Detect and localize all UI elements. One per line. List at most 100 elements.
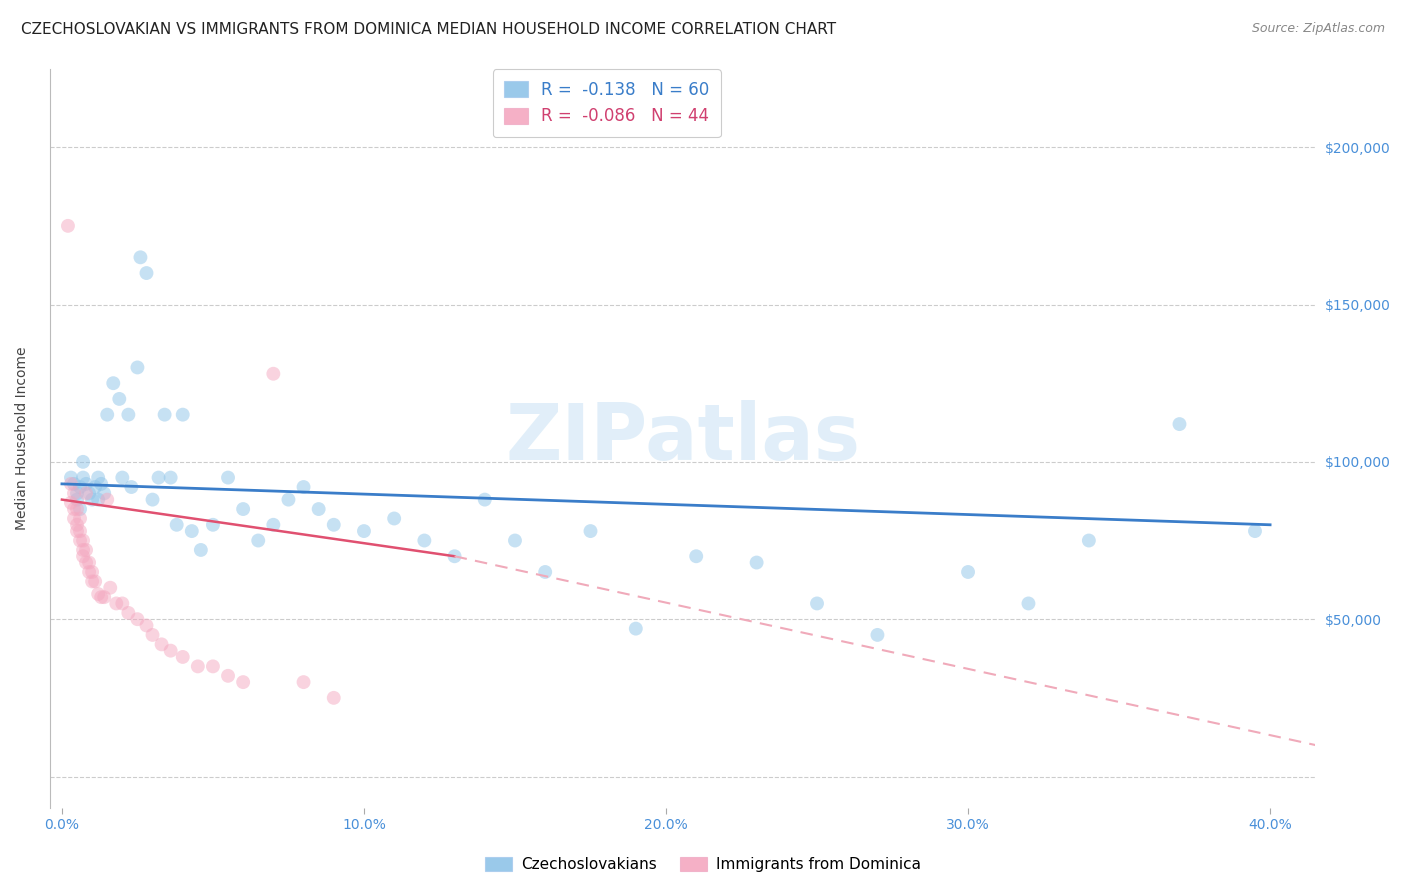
Point <box>217 669 239 683</box>
Point <box>72 470 94 484</box>
Point <box>745 556 768 570</box>
Point <box>1244 524 1267 538</box>
Point <box>63 486 86 500</box>
Point <box>56 219 79 233</box>
Point <box>77 556 100 570</box>
Point <box>353 524 375 538</box>
Point <box>217 470 239 484</box>
Point <box>180 524 202 538</box>
Point <box>201 659 224 673</box>
Point <box>69 533 91 548</box>
Point <box>72 533 94 548</box>
Point <box>72 543 94 558</box>
Point <box>63 511 86 525</box>
Point <box>308 502 330 516</box>
Point <box>201 517 224 532</box>
Point <box>117 408 139 422</box>
Point <box>1168 417 1191 431</box>
Point <box>77 486 100 500</box>
Point <box>806 597 828 611</box>
Point <box>84 574 107 589</box>
Point <box>90 590 112 604</box>
Text: ZIPatlas: ZIPatlas <box>505 401 860 476</box>
Point <box>153 408 176 422</box>
Point <box>866 628 889 642</box>
Point <box>111 597 134 611</box>
Point <box>685 549 707 564</box>
Point <box>66 492 89 507</box>
Point <box>292 675 315 690</box>
Y-axis label: Median Household Income: Median Household Income <box>15 346 30 530</box>
Legend: R =  -0.138   N = 60, R =  -0.086   N = 44: R = -0.138 N = 60, R = -0.086 N = 44 <box>492 70 721 137</box>
Point <box>69 511 91 525</box>
Point <box>82 565 104 579</box>
Point <box>292 480 315 494</box>
Point <box>69 480 91 494</box>
Point <box>172 408 194 422</box>
Point <box>443 549 465 564</box>
Point <box>624 622 647 636</box>
Point <box>90 476 112 491</box>
Point <box>66 517 89 532</box>
Point <box>59 496 82 510</box>
Point <box>66 502 89 516</box>
Point <box>159 643 181 657</box>
Point <box>262 517 284 532</box>
Point <box>382 511 405 525</box>
Point <box>72 455 94 469</box>
Point <box>66 486 89 500</box>
Point <box>59 476 82 491</box>
Point <box>105 597 128 611</box>
Point <box>187 659 209 673</box>
Point <box>93 590 115 604</box>
Point <box>957 565 980 579</box>
Point <box>117 606 139 620</box>
Point <box>84 480 107 494</box>
Point <box>413 533 436 548</box>
Point <box>579 524 602 538</box>
Point <box>159 470 181 484</box>
Point <box>75 486 97 500</box>
Point <box>190 543 212 558</box>
Point <box>232 502 254 516</box>
Point <box>63 502 86 516</box>
Point <box>166 517 188 532</box>
Point <box>87 587 110 601</box>
Point <box>77 565 100 579</box>
Point <box>69 502 91 516</box>
Point <box>87 470 110 484</box>
Point <box>75 556 97 570</box>
Point <box>322 517 344 532</box>
Point <box>503 533 526 548</box>
Point <box>127 360 149 375</box>
Point <box>87 492 110 507</box>
Point <box>96 492 118 507</box>
Point <box>232 675 254 690</box>
Point <box>66 524 89 538</box>
Point <box>120 480 142 494</box>
Point <box>108 392 131 406</box>
Point <box>69 524 91 538</box>
Point <box>75 476 97 491</box>
Point <box>262 367 284 381</box>
Legend: Czechoslovakians, Immigrants from Dominica: Czechoslovakians, Immigrants from Domini… <box>477 849 929 880</box>
Point <box>534 565 557 579</box>
Text: CZECHOSLOVAKIAN VS IMMIGRANTS FROM DOMINICA MEDIAN HOUSEHOLD INCOME CORRELATION : CZECHOSLOVAKIAN VS IMMIGRANTS FROM DOMIN… <box>21 22 837 37</box>
Point <box>98 581 121 595</box>
Point <box>111 470 134 484</box>
Point <box>247 533 270 548</box>
Point <box>1077 533 1099 548</box>
Point <box>277 492 299 507</box>
Point <box>75 543 97 558</box>
Point <box>141 628 163 642</box>
Point <box>150 637 173 651</box>
Point <box>148 470 170 484</box>
Point <box>59 470 82 484</box>
Point <box>141 492 163 507</box>
Point <box>72 549 94 564</box>
Point <box>63 476 86 491</box>
Point <box>96 408 118 422</box>
Point <box>1017 597 1039 611</box>
Point <box>82 492 104 507</box>
Point <box>135 266 157 280</box>
